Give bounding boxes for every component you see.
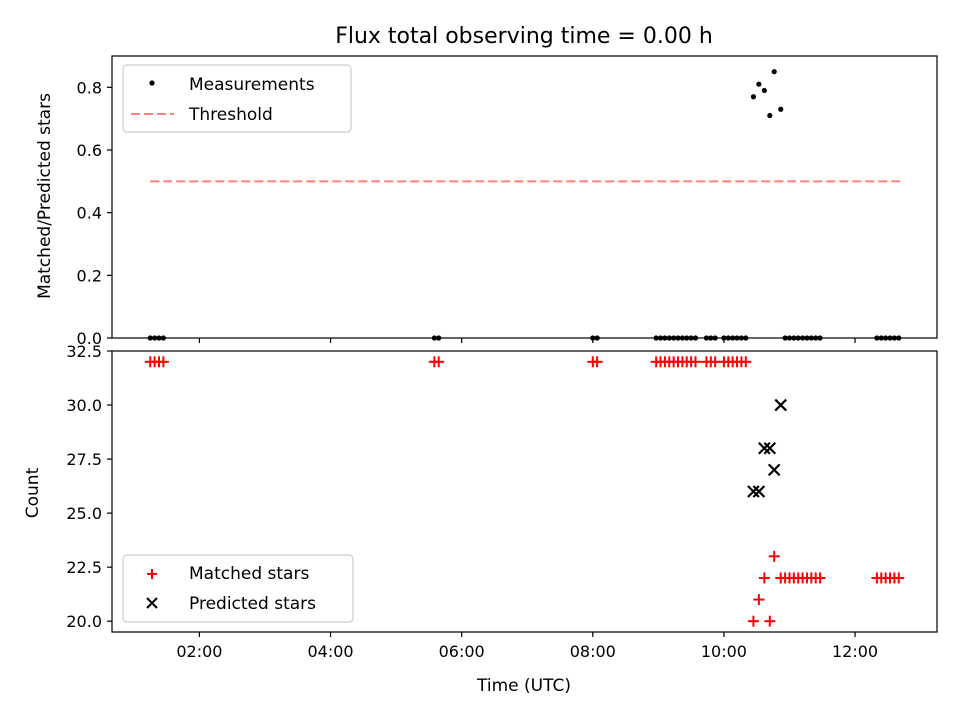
matched-stars-point <box>764 615 776 627</box>
bottom-y-tick-label: 27.5 <box>66 450 102 469</box>
matched-stars-point <box>433 356 445 368</box>
top-axes-frame <box>111 55 938 339</box>
matched-stars-point <box>740 356 752 368</box>
threshold-legend-label: Threshold <box>188 105 273 125</box>
bottom-y-tick-label: 30.0 <box>66 396 102 415</box>
top-plot-area: 0.0 0.2 0.4 0.6 0.8 <box>77 55 938 348</box>
matched-stars-point <box>753 594 765 606</box>
top-legend-frame <box>122 64 352 133</box>
bottom-x-tick-label: 10:00 <box>701 642 747 661</box>
bottom-axes-frame <box>111 350 938 633</box>
predicted-stars-point <box>767 463 781 477</box>
predicted-stars-point <box>747 485 760 498</box>
top-legend: Measurements Threshold <box>122 64 352 133</box>
bottom-y-tick-label: 25.0 <box>66 504 102 523</box>
bottom-y-tick-label: 20.0 <box>66 612 102 631</box>
bottom-x-tick-label: 02:00 <box>176 642 222 661</box>
matched-stars-point <box>814 572 826 584</box>
top-y-tick-label: 0.8 <box>77 78 102 97</box>
predicted-stars-point <box>758 441 771 455</box>
predicted-stars-point <box>774 398 788 412</box>
predicted-stars-point <box>763 441 777 455</box>
predicted-stars-point <box>752 485 766 498</box>
measurements-legend-marker <box>149 80 155 86</box>
measurements-point <box>778 106 784 112</box>
bottom-x-tick-label: 06:00 <box>439 642 485 661</box>
top-y-tick-label: 0.6 <box>77 141 102 160</box>
predicted-stars-legend-marker <box>146 597 158 609</box>
measurements-point <box>767 112 773 119</box>
bottom-x-tick-label: 12:00 <box>832 642 878 661</box>
bottom-y-tick-label: 32.5 <box>66 342 102 361</box>
measurements-point <box>771 69 777 75</box>
top-y-tick-label: 0.4 <box>77 204 102 223</box>
bottom-legend: Matched stars Predicted stars <box>122 554 354 623</box>
measurements-legend-label: Measurements <box>189 75 315 95</box>
matched-stars-point <box>758 572 770 584</box>
matched-stars-point <box>747 615 759 627</box>
top-y-tick-label: 0.2 <box>77 266 102 285</box>
measurements-point <box>750 94 757 100</box>
bottom-y-axis-label: Count <box>23 467 43 518</box>
matched-stars-point <box>591 356 603 368</box>
measurements-point <box>756 81 762 87</box>
matched-stars-point <box>157 356 169 368</box>
top-y-tick-label: 0.0 <box>77 329 102 348</box>
bottom-y-tick-label: 22.5 <box>66 558 102 577</box>
top-y-axis-label: Matched/Predicted stars <box>35 93 55 299</box>
matched-stars-point <box>893 572 905 584</box>
bottom-x-tick-label: 04:00 <box>307 642 353 661</box>
bottom-legend-frame <box>122 554 354 623</box>
matched-stars-point <box>768 550 780 562</box>
matched-stars-legend-marker <box>147 569 157 579</box>
measurements-point <box>761 87 767 94</box>
chart-title: Flux total observing time = 0.00 h <box>335 24 713 49</box>
matched-stars-legend-label: Matched stars <box>189 564 309 584</box>
x-axis-label: Time (UTC) <box>476 676 571 696</box>
predicted-stars-legend-label: Predicted stars <box>189 594 316 614</box>
matched-stars-point <box>690 356 702 368</box>
bottom-plot-area: 20.0 22.5 25.0 27.5 30.0 32.5 02:00 04:00 06:00 0… <box>66 342 938 661</box>
bottom-x-tick-label: 08:00 <box>570 642 616 661</box>
